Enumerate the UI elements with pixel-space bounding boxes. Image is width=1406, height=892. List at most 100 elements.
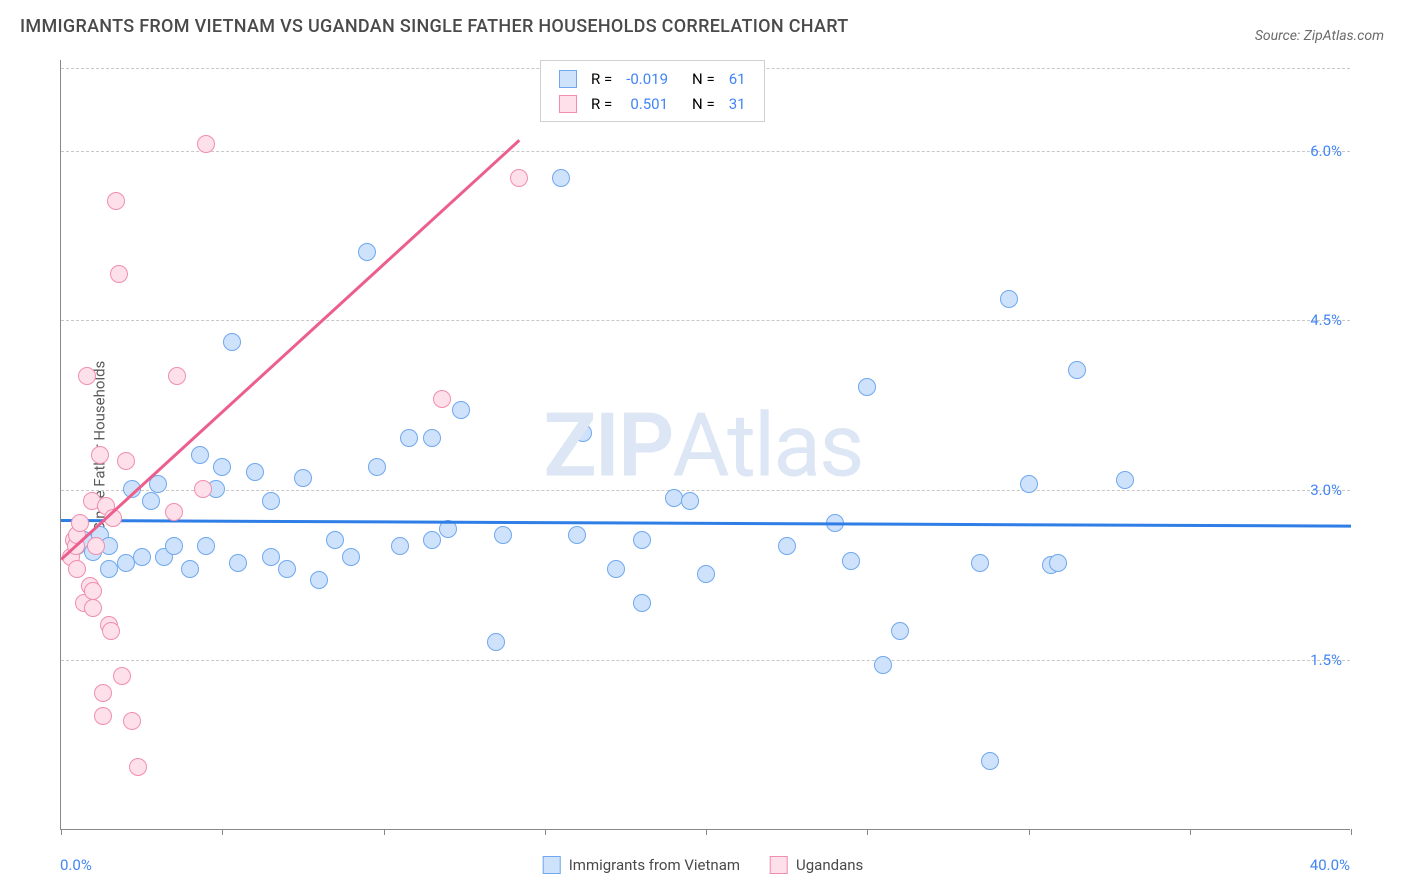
scatter-point (129, 758, 147, 776)
scatter-point (326, 531, 344, 549)
scatter-point (165, 537, 183, 555)
scatter-point (874, 656, 892, 674)
trend-line (61, 519, 1351, 527)
x-tick (222, 829, 223, 835)
scatter-point (433, 390, 451, 408)
trend-line (60, 140, 520, 561)
scatter-point (71, 514, 89, 532)
scatter-point (423, 429, 441, 447)
series-legend: Immigrants from Vietnam Ugandans (543, 856, 864, 874)
legend-n-label: N = (676, 92, 721, 115)
legend-r-label: R = (585, 67, 618, 90)
scatter-point (84, 582, 102, 600)
scatter-point (568, 526, 586, 544)
x-tick (1351, 829, 1352, 835)
scatter-point (391, 537, 409, 555)
scatter-point (842, 552, 860, 570)
scatter-point (681, 492, 699, 510)
x-axis-max-label: 40.0% (1310, 856, 1350, 874)
chart-title: IMMIGRANTS FROM VIETNAM VS UGANDAN SINGL… (20, 16, 849, 37)
legend-swatch-vietnam (559, 70, 577, 88)
scatter-point (87, 537, 105, 555)
legend-n-label: N = (676, 67, 721, 90)
scatter-point (223, 333, 241, 351)
source-label: Source: ZipAtlas.com (1255, 28, 1384, 44)
scatter-point (94, 684, 112, 702)
x-tick (1029, 829, 1030, 835)
scatter-point (133, 548, 151, 566)
scatter-point (633, 531, 651, 549)
scatter-point (607, 560, 625, 578)
scatter-point (197, 537, 215, 555)
scatter-point (1116, 471, 1134, 489)
legend-r-value-ugandans: 0.501 (620, 92, 674, 115)
scatter-point (552, 169, 570, 187)
scatter-point (107, 192, 125, 210)
scatter-point (117, 452, 135, 470)
gridline (61, 320, 1350, 321)
scatter-point (84, 599, 102, 617)
scatter-point (110, 265, 128, 283)
legend-item-vietnam: Immigrants from Vietnam (543, 856, 740, 874)
legend-swatch-ugandans (770, 856, 788, 874)
legend-row-vietnam: R = -0.019 N = 61 (553, 67, 752, 90)
scatter-point (102, 622, 120, 640)
scatter-point (78, 367, 96, 385)
scatter-point (142, 492, 160, 510)
scatter-point (494, 526, 512, 544)
legend-swatch-ugandans (559, 95, 577, 113)
scatter-point (123, 712, 141, 730)
scatter-point (94, 707, 112, 725)
legend-item-ugandans: Ugandans (770, 856, 863, 874)
legend-row-ugandans: R = 0.501 N = 31 (553, 92, 752, 115)
correlation-legend: R = -0.019 N = 61 R = 0.501 N = 31 (540, 60, 765, 122)
x-tick (867, 829, 868, 835)
scatter-point (400, 429, 418, 447)
scatter-point (213, 458, 231, 476)
scatter-point (113, 667, 131, 685)
scatter-point (858, 378, 876, 396)
scatter-point (358, 243, 376, 261)
scatter-point (1000, 290, 1018, 308)
scatter-point (1068, 361, 1086, 379)
scatter-point (181, 560, 199, 578)
y-tick-label: 6.0% (1310, 142, 1342, 160)
scatter-point (294, 469, 312, 487)
scatter-point (246, 463, 264, 481)
scatter-point (510, 169, 528, 187)
gridline (61, 660, 1350, 661)
scatter-point (342, 548, 360, 566)
scatter-point (423, 531, 441, 549)
scatter-point (191, 446, 209, 464)
scatter-point (778, 537, 796, 555)
scatter-point (1049, 554, 1067, 572)
y-tick-label: 4.5% (1310, 311, 1342, 329)
scatter-point (197, 135, 215, 153)
plot-area: 1.5%3.0%4.5%6.0% (60, 60, 1350, 830)
legend-r-label: R = (585, 92, 618, 115)
scatter-point (165, 503, 183, 521)
scatter-point (487, 633, 505, 651)
scatter-point (262, 492, 280, 510)
scatter-point (91, 446, 109, 464)
legend-label-vietnam: Immigrants from Vietnam (569, 856, 740, 874)
legend-label-ugandans: Ugandans (796, 856, 863, 874)
scatter-point (891, 622, 909, 640)
scatter-point (697, 565, 715, 583)
gridline (61, 151, 1350, 152)
scatter-point (452, 401, 470, 419)
y-tick-label: 3.0% (1310, 481, 1342, 499)
legend-n-value-vietnam: 61 (723, 67, 752, 90)
scatter-point (168, 367, 186, 385)
scatter-point (981, 752, 999, 770)
scatter-point (278, 560, 296, 578)
legend-r-value-vietnam: -0.019 (620, 67, 674, 90)
scatter-point (1020, 475, 1038, 493)
x-tick (545, 829, 546, 835)
scatter-point (262, 548, 280, 566)
scatter-point (633, 594, 651, 612)
x-tick (384, 829, 385, 835)
scatter-point (194, 480, 212, 498)
scatter-point (68, 560, 86, 578)
x-tick (1190, 829, 1191, 835)
